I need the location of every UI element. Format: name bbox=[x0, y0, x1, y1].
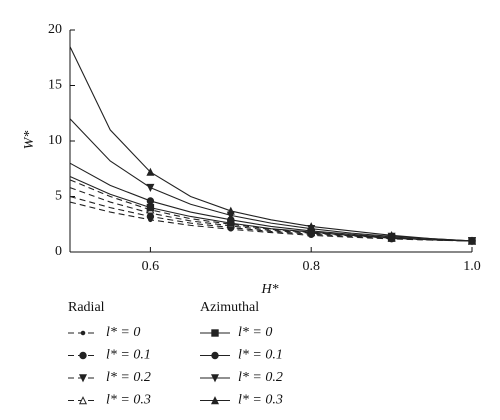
legend-marker bbox=[210, 374, 220, 383]
legend-label: l* = 0.2 bbox=[106, 370, 151, 385]
y-tick-label: 10 bbox=[48, 133, 62, 148]
series-line bbox=[69, 201, 473, 242]
data-point bbox=[226, 206, 235, 215]
y-tick-label: 5 bbox=[55, 189, 62, 204]
legend-label: l* = 0.1 bbox=[106, 348, 151, 363]
y-tick-label: 0 bbox=[55, 244, 62, 259]
data-point bbox=[146, 197, 155, 205]
series-line bbox=[69, 162, 473, 242]
legend-marker bbox=[210, 396, 220, 405]
legend-label: l* = 0 bbox=[106, 325, 140, 340]
x-tick-label: 0.6 bbox=[142, 259, 160, 274]
legend-marker bbox=[78, 396, 88, 405]
data-point bbox=[387, 231, 396, 240]
legend-label: l* = 0.3 bbox=[106, 393, 151, 408]
data-point bbox=[467, 236, 477, 245]
legend-title: Radial bbox=[68, 300, 105, 315]
series-line bbox=[69, 195, 473, 242]
data-point bbox=[307, 222, 316, 231]
series-line bbox=[69, 46, 473, 242]
y-tick-label: 15 bbox=[48, 78, 62, 93]
y-tick-label: 20 bbox=[48, 22, 62, 37]
data-point bbox=[146, 167, 155, 176]
legend-label: l* = 0 bbox=[238, 325, 272, 340]
legend-marker bbox=[79, 351, 87, 360]
x-tick-label: 0.8 bbox=[302, 259, 320, 274]
x-tick-label: 1.0 bbox=[463, 259, 481, 274]
series-line bbox=[69, 118, 473, 242]
legend-marker bbox=[78, 374, 88, 383]
x-axis-label: H* bbox=[260, 282, 278, 297]
data-point bbox=[146, 183, 155, 192]
legend-marker bbox=[80, 330, 86, 336]
data-point bbox=[146, 203, 155, 212]
legend-title: Azimuthal bbox=[200, 300, 259, 315]
legend-marker bbox=[211, 329, 219, 337]
legend-label: l* = 0.1 bbox=[238, 348, 283, 363]
legend-label: l* = 0.3 bbox=[238, 393, 283, 408]
legend-marker bbox=[211, 351, 219, 360]
y-axis-label: W* bbox=[22, 131, 37, 150]
legend-label: l* = 0.2 bbox=[238, 370, 283, 385]
